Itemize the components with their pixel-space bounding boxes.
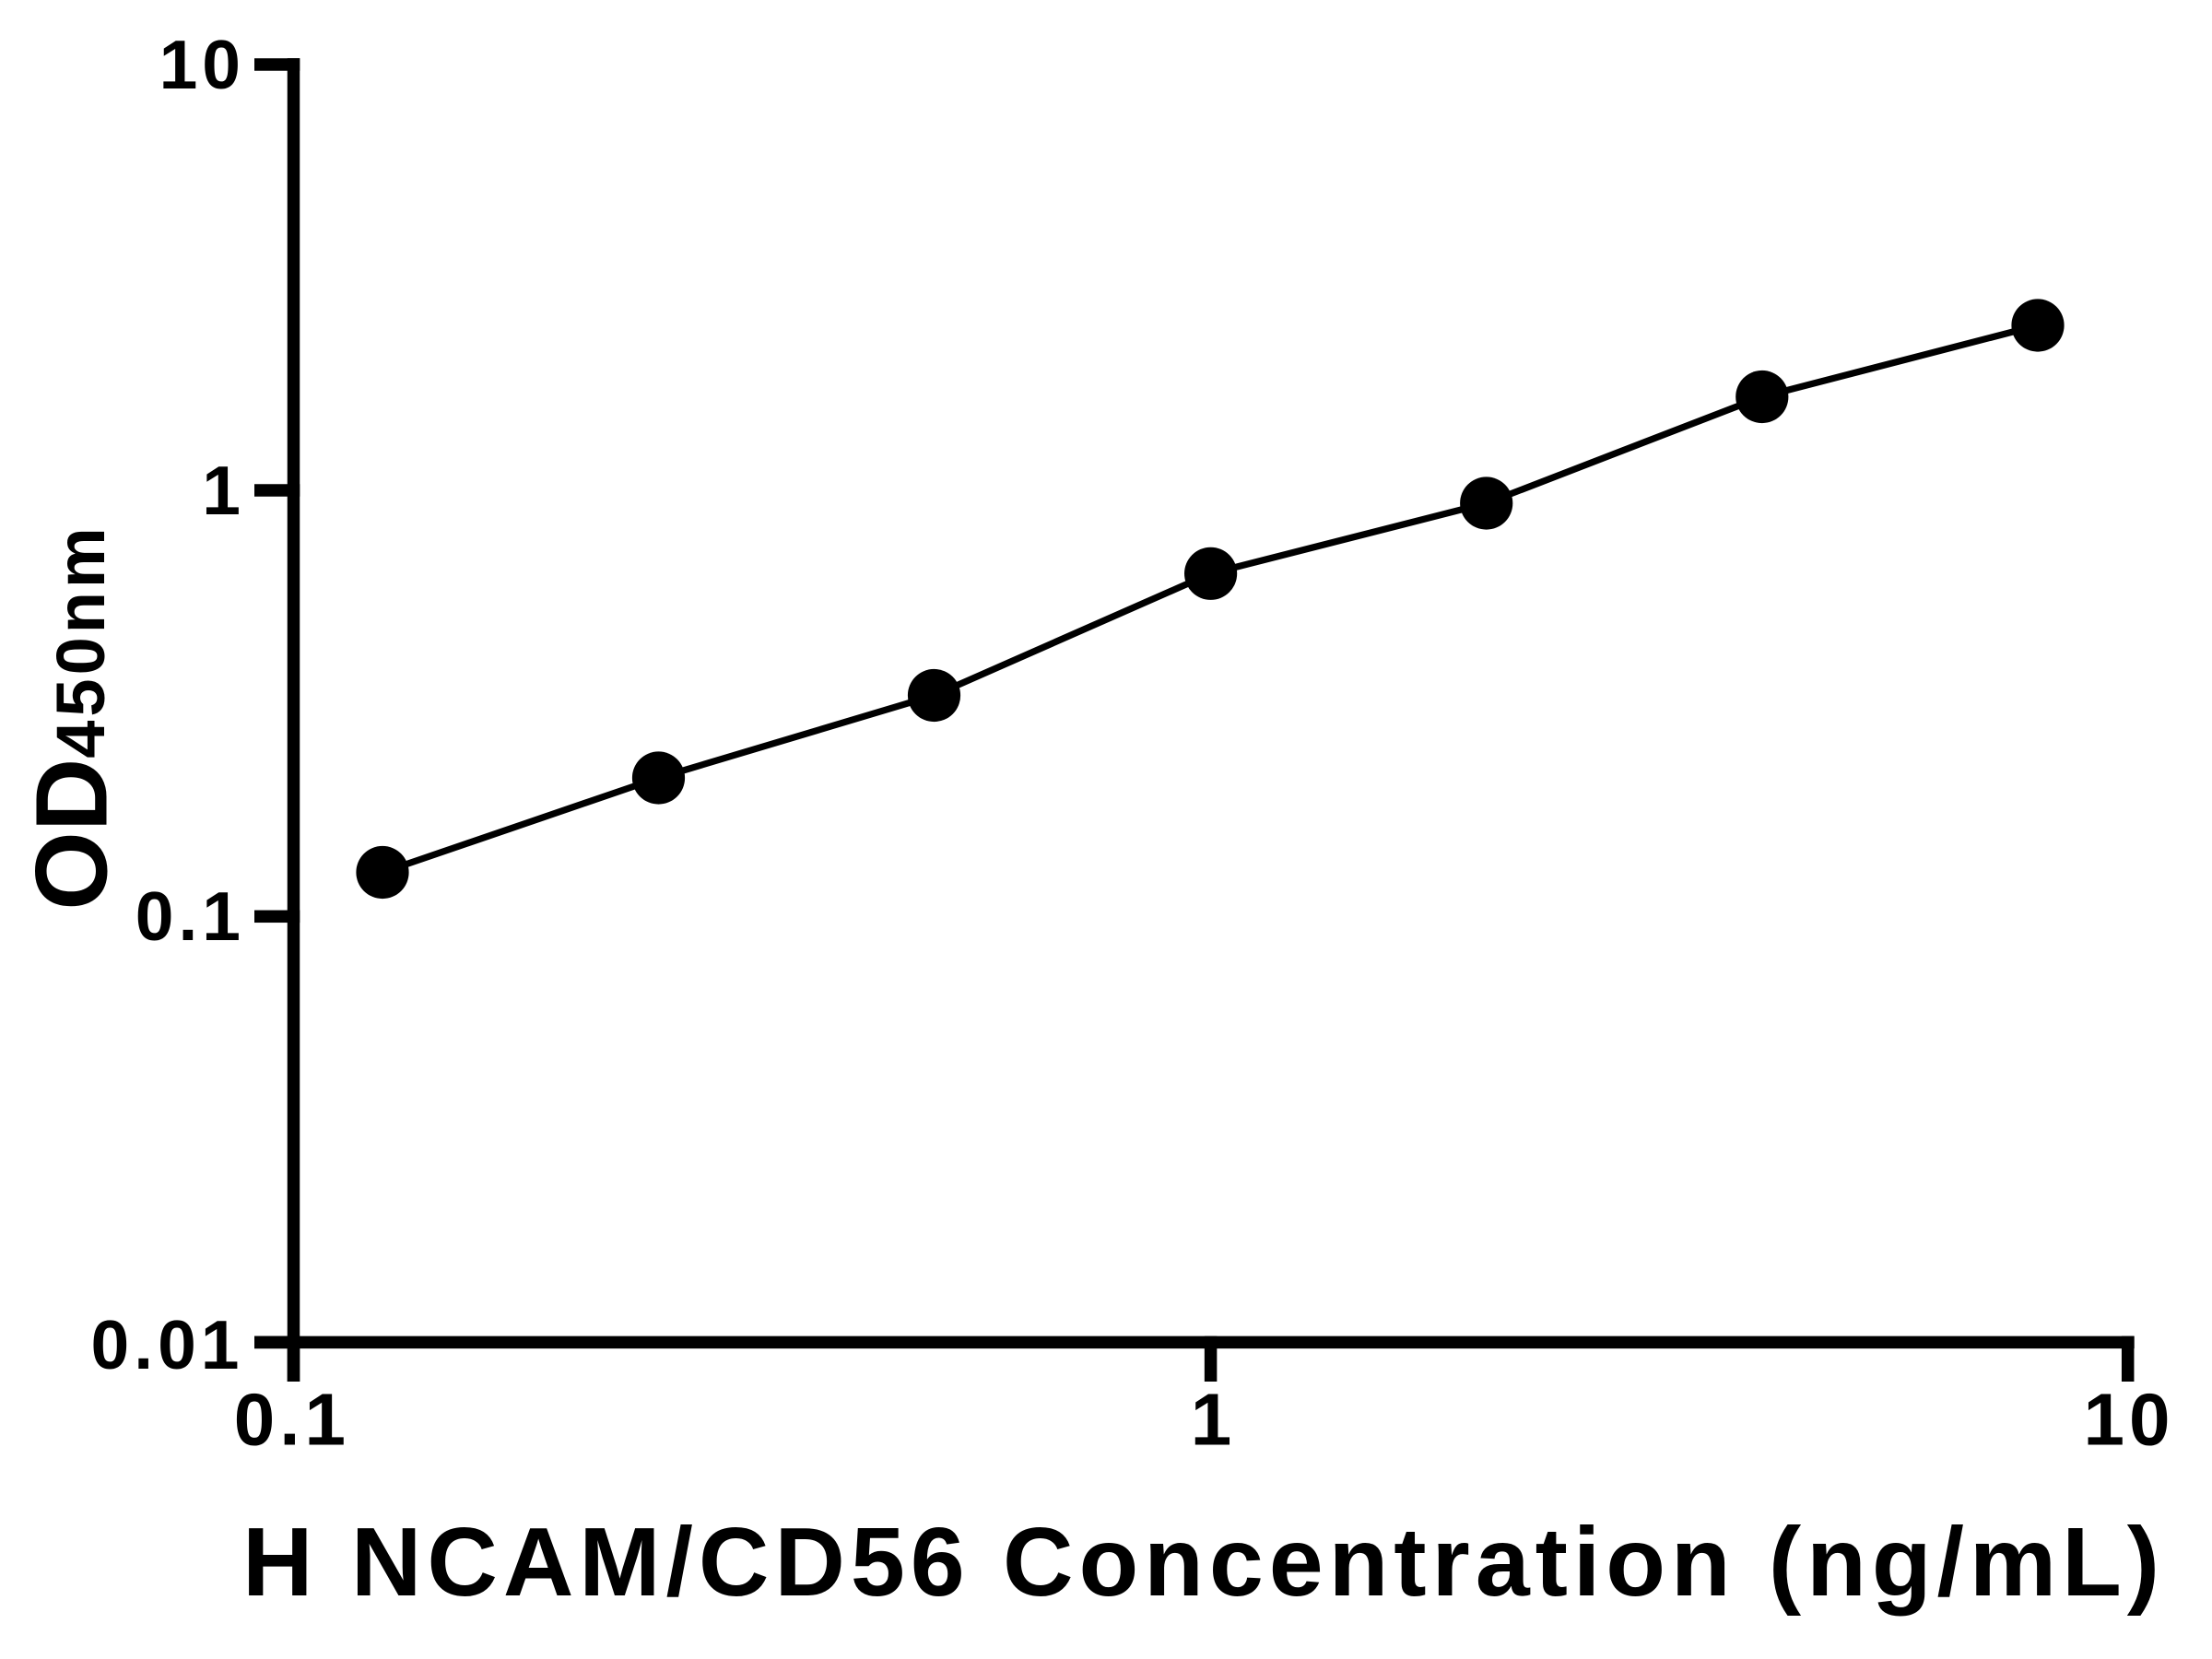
svg-text:0.1: 0.1 xyxy=(234,1379,350,1461)
svg-text:10: 10 xyxy=(2084,1379,2175,1461)
svg-text:10: 10 xyxy=(159,26,245,103)
svg-text:1: 1 xyxy=(202,452,241,529)
svg-text:H NCAM/CD56 Concentration (ng/: H NCAM/CD56 Concentration (ng/mL) xyxy=(242,1508,2165,1617)
svg-text:0.1: 0.1 xyxy=(135,877,245,955)
svg-text:0.01: 0.01 xyxy=(91,1306,244,1383)
svg-text:1: 1 xyxy=(1191,1379,1232,1461)
